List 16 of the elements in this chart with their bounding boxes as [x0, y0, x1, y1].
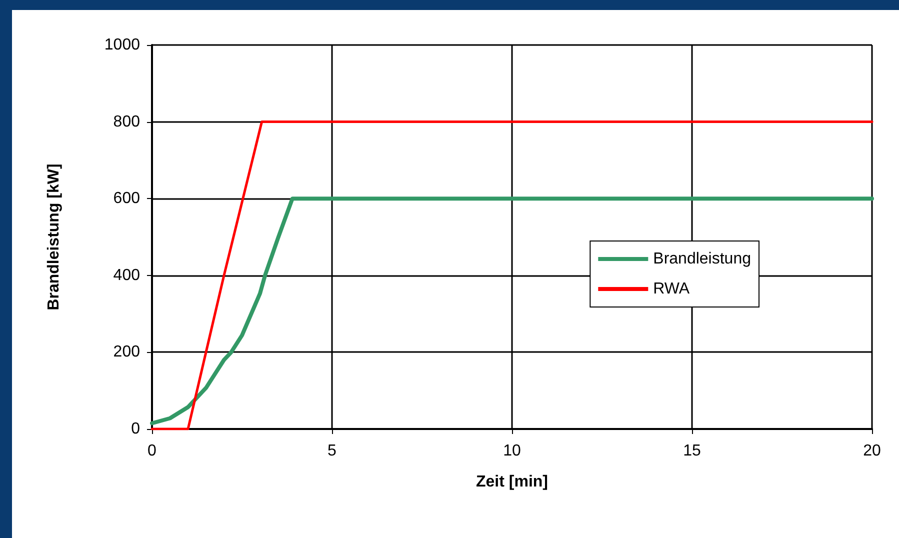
y-tick-label: 400	[113, 266, 140, 284]
x-tick-label: 10	[503, 442, 521, 460]
legend-label: RWA	[653, 280, 690, 298]
x-axis-title: Zeit [min]	[476, 474, 548, 490]
line-series	[150, 196, 874, 426]
x-tick-label: 20	[863, 442, 881, 460]
legend-label: Brandleistung	[653, 250, 751, 268]
y-tick-label: 600	[113, 190, 140, 208]
y-tick-label: 800	[113, 113, 140, 130]
y-axis-title: Brandleistung [kW]	[46, 164, 62, 310]
x-tick-label: 5	[328, 442, 337, 460]
y-tick-label: 1000	[104, 36, 140, 54]
x-tick-label: 0	[148, 442, 157, 460]
y-tick-label: 0	[131, 420, 140, 438]
x-tick-label: 15	[683, 442, 701, 460]
y-tick-label: 200	[113, 344, 140, 361]
